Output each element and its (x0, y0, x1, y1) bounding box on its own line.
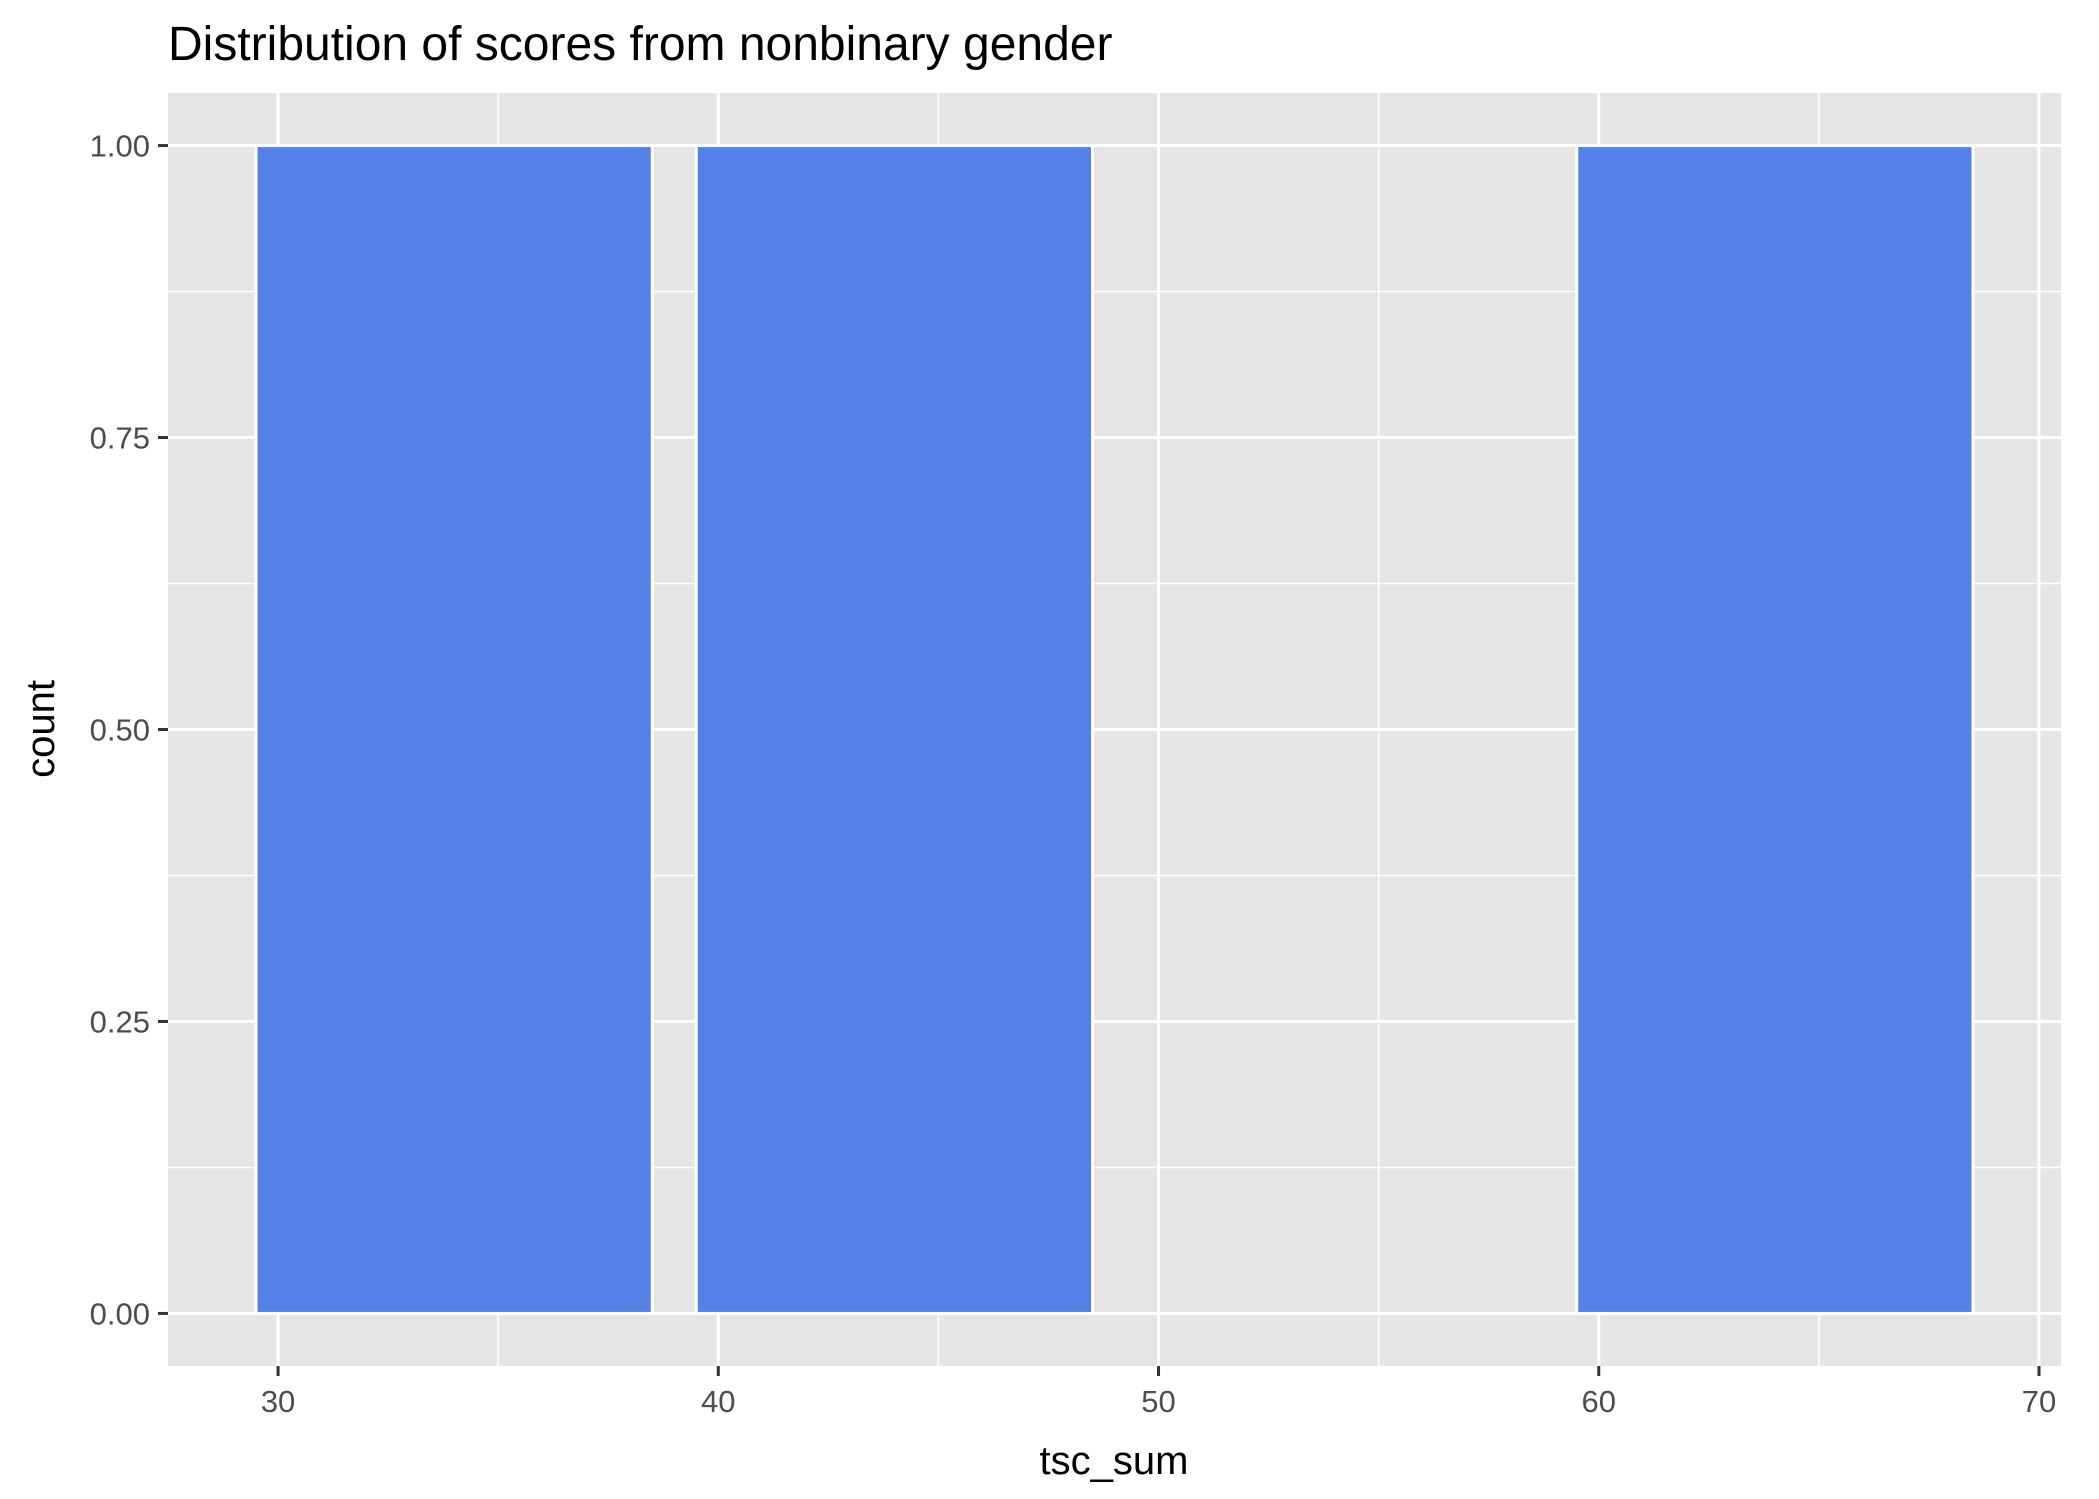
histogram-bars (254, 144, 1975, 1315)
y-tick-label-1: 0.25 (90, 1004, 150, 1039)
chart-title: Distribution of scores from nonbinary ge… (168, 18, 1112, 71)
x-axis-tick-labels: 30 40 50 60 70 (261, 1384, 2056, 1419)
y-axis-title: count (19, 680, 63, 778)
histogram-bar-2 (694, 144, 1094, 1315)
x-tick-label-30: 30 (261, 1384, 295, 1419)
y-tick-label-4: 1.00 (90, 129, 150, 164)
y-tick-label-3: 0.75 (90, 421, 150, 456)
histogram-bar-1 (254, 144, 654, 1315)
x-tick-label-50: 50 (1141, 1384, 1175, 1419)
x-tick-label-70: 70 (2022, 1384, 2056, 1419)
y-axis-tick-labels: 0.00 0.25 0.50 0.75 1.00 (90, 129, 150, 1332)
axis-ticks (158, 144, 2041, 1376)
x-tick-label-60: 60 (1582, 1384, 1616, 1419)
y-tick-label-2: 0.50 (90, 713, 150, 748)
x-tick-label-40: 40 (701, 1384, 735, 1419)
histogram-bar-3 (1575, 144, 1975, 1315)
y-tick-label-0: 0.00 (90, 1296, 150, 1331)
x-axis-title: tsc_sum (1040, 1439, 1189, 1483)
